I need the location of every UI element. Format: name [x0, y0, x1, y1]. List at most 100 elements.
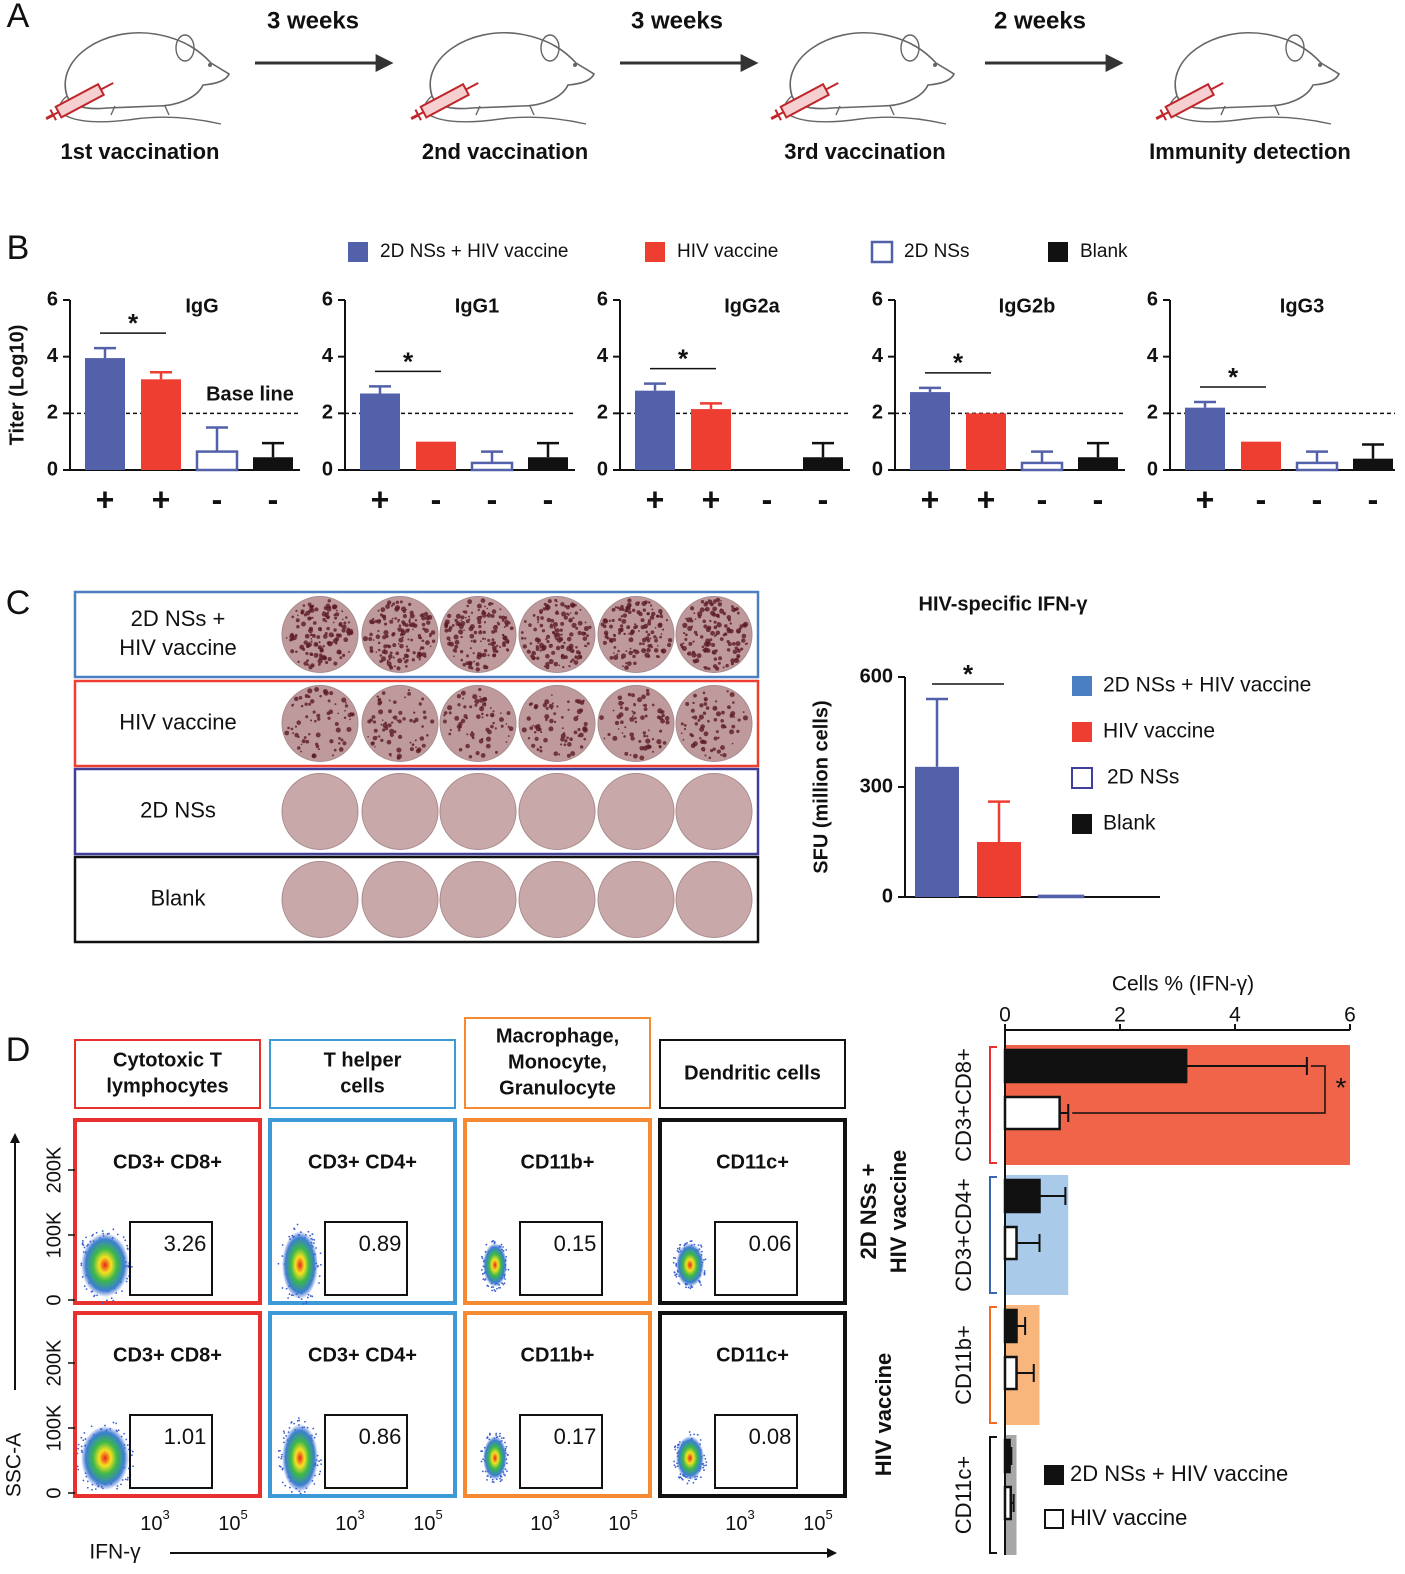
event-dot — [501, 1479, 503, 1481]
plate-spot — [720, 745, 725, 751]
gate — [714, 1221, 798, 1296]
plate-spot — [712, 664, 718, 669]
plate-spot — [452, 648, 457, 653]
plate-spot — [505, 722, 508, 725]
event-dot — [499, 1480, 502, 1483]
plate-spot — [693, 715, 698, 720]
gate-label: CD3+ CD8+ — [113, 1344, 222, 1366]
plate-spot — [537, 621, 540, 624]
plate-spot — [633, 703, 637, 707]
gate-value: 0.06 — [749, 1231, 792, 1256]
plate-spot — [560, 654, 566, 660]
plate-spot — [528, 703, 532, 706]
bar — [915, 766, 959, 897]
event-dot — [288, 1426, 291, 1429]
plate-spot — [699, 736, 702, 740]
event-dot — [705, 1461, 708, 1463]
plate-spot — [417, 633, 422, 638]
plate-spot — [505, 636, 507, 639]
plate-spot — [708, 756, 712, 760]
plate-spot — [714, 700, 718, 703]
plate-spot — [369, 632, 373, 637]
plate-spot — [697, 614, 702, 619]
event-dot — [505, 1445, 508, 1448]
plate-spot — [500, 724, 504, 728]
event-dot — [318, 1460, 320, 1463]
plate-spot — [520, 636, 524, 640]
plate-spot — [454, 644, 459, 649]
event-dot — [85, 1236, 87, 1239]
plate-spot — [561, 611, 567, 617]
event-dot — [700, 1250, 703, 1253]
legend-label: Blank — [1080, 241, 1128, 262]
plate-spot — [573, 660, 579, 665]
error-bar — [1031, 450, 1053, 463]
plate-spot — [636, 610, 641, 615]
plate-spot — [397, 618, 401, 622]
plate-spot — [290, 727, 294, 731]
plate-spot — [407, 628, 410, 631]
plate-spot — [619, 628, 624, 633]
plate-spot — [317, 658, 323, 664]
plate-spot — [645, 688, 650, 693]
plate-spot — [305, 739, 310, 744]
plate-spot — [460, 615, 465, 620]
plate-spot — [319, 694, 322, 698]
plate-spot — [551, 644, 553, 646]
plate-spot — [667, 638, 673, 643]
plate-spot — [553, 661, 559, 667]
plate-spot — [571, 622, 577, 628]
plate-spot — [402, 717, 406, 721]
step-label: 1st vaccination — [61, 139, 220, 164]
plate-spot — [398, 710, 403, 715]
plate-spot — [548, 659, 554, 665]
x-tick-base: 10 — [725, 1513, 747, 1535]
plate-spot — [554, 598, 558, 602]
error-bar — [988, 800, 1010, 842]
event-dot — [676, 1250, 679, 1252]
plate-spot — [306, 659, 309, 663]
plate-spot — [376, 619, 382, 624]
plate-spot — [388, 664, 392, 668]
plate-spot — [486, 607, 489, 610]
event-dot — [306, 1296, 309, 1299]
event-dot — [320, 1459, 322, 1462]
plate-spot — [612, 735, 618, 741]
bar — [1037, 894, 1085, 899]
plate-spot — [393, 700, 397, 704]
error-bar — [644, 382, 666, 391]
plate-spot — [541, 629, 546, 633]
plate-spot — [713, 620, 717, 624]
event-dot — [303, 1490, 306, 1493]
legend-label: HIV vaccine — [1070, 1505, 1187, 1530]
plate-spot — [469, 732, 475, 738]
plate-spot — [553, 712, 557, 716]
plate-well — [597, 861, 675, 938]
bar — [1003, 1355, 1018, 1391]
event-dot — [672, 1261, 675, 1264]
plate-spot — [550, 618, 555, 623]
plate-spot — [374, 745, 376, 748]
plate-spot — [721, 710, 725, 715]
plate-spot — [303, 613, 307, 617]
plate-spot — [315, 744, 320, 749]
plate-spot — [554, 636, 557, 639]
bar — [803, 457, 843, 470]
plate-spot — [475, 751, 480, 756]
plate-spot — [682, 642, 685, 645]
plate-spot — [583, 737, 587, 741]
plate-spot — [383, 622, 388, 626]
plate-spot — [735, 641, 741, 647]
event-dot — [692, 1481, 695, 1484]
plate-spot — [378, 709, 384, 715]
plate-spot — [727, 705, 731, 710]
error-bar — [926, 697, 948, 767]
plate-spot — [724, 632, 728, 636]
plate-spot — [644, 652, 650, 658]
plate-spot — [486, 613, 492, 618]
plate-spot — [550, 694, 553, 696]
plate-spot — [526, 649, 531, 654]
category-label: CD3+CD4+ — [951, 1178, 976, 1292]
y-tick-label: 0 — [882, 885, 893, 907]
plate-spot — [732, 701, 735, 704]
